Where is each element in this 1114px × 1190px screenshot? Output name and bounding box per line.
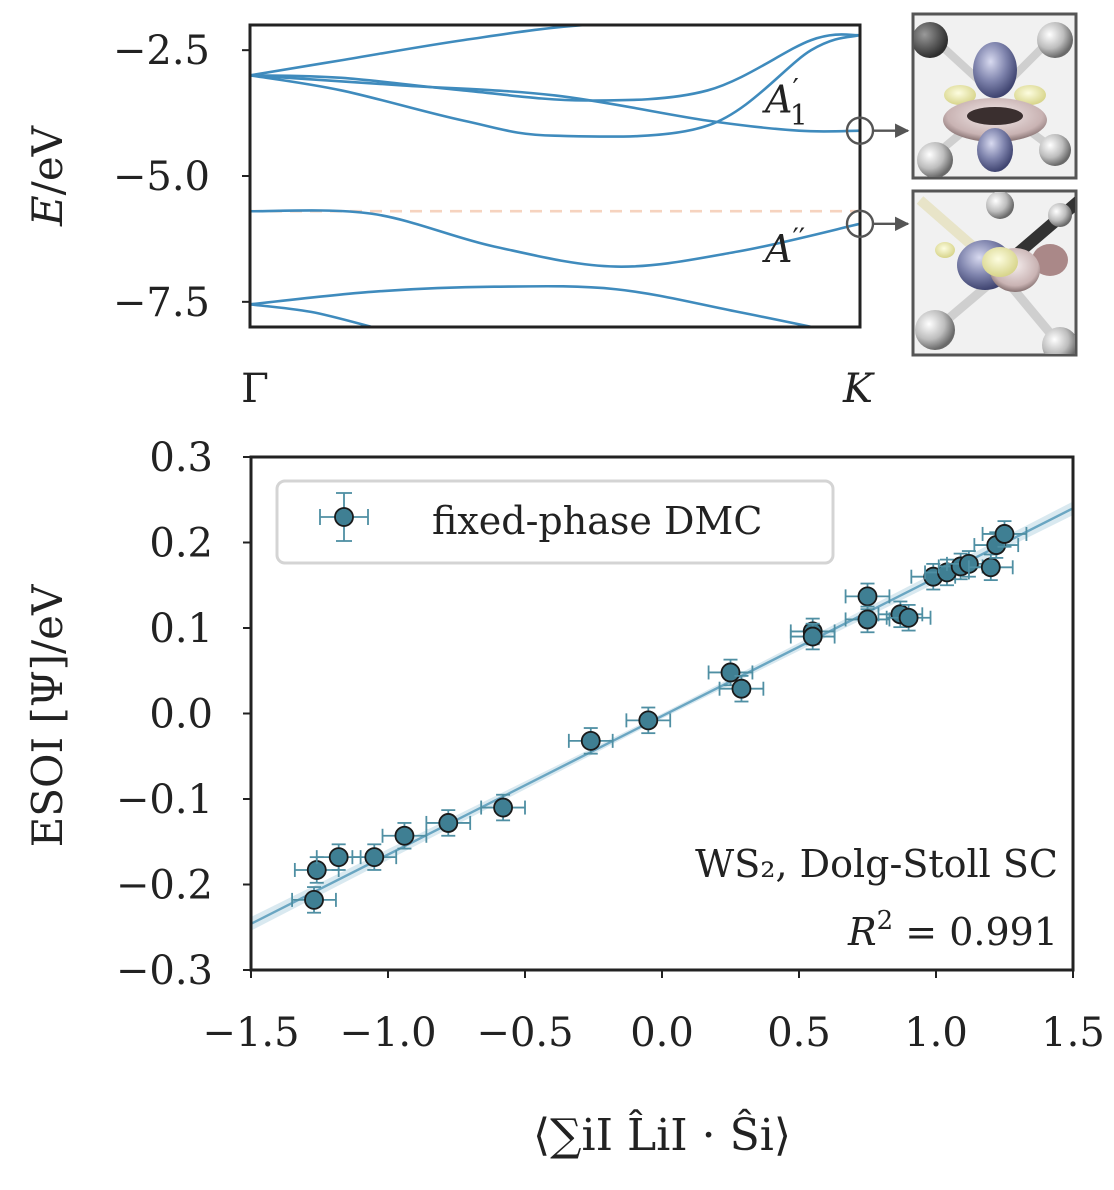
band-y-tick-label: −5.0 (113, 154, 210, 200)
scatter-y-tick-label: −0.1 (116, 777, 213, 823)
scatter-x-tick-label: 0.0 (630, 1010, 694, 1056)
band-y-tick-label: −7.5 (113, 280, 210, 326)
scatter-x-tick-label: 1.0 (904, 1010, 968, 1056)
data-point-marker (980, 557, 1001, 578)
state-label-prime: ′ (792, 73, 798, 106)
scatter-x-axis-label: ⟨∑iI L̂iI · Ŝi⟩ (533, 1108, 791, 1161)
legend: fixed-phase DMC (275, 479, 835, 565)
band-y-axis-label: E/eV (23, 125, 72, 227)
state-label-letter: A (762, 78, 792, 122)
data-point (707, 658, 754, 687)
data-point (381, 822, 428, 850)
soi-scatter-panel: 0.3 0.2 0.1 0.0 −0.1 −0.2 −0.3 −1.5 −1.0 −0.5 0.0… (23, 435, 1105, 1161)
data-point-marker (328, 847, 349, 868)
data-point-marker (493, 797, 513, 818)
scatter-x-tick-label: −1.5 (202, 1010, 299, 1056)
scatter-x-tick-label: −0.5 (476, 1010, 573, 1056)
legend-box (275, 479, 835, 565)
band-x-tick-label: Γ (241, 366, 269, 412)
data-point (844, 582, 891, 611)
data-point (718, 674, 765, 703)
data-point (425, 809, 472, 837)
band-line-2 (250, 33, 860, 102)
scatter-y-tick-label: 0.1 (149, 606, 213, 652)
state-label-letter: A (762, 227, 792, 271)
data-point (885, 604, 932, 632)
legend-point-marker (334, 507, 354, 527)
scatter-y-tick-label: 0.2 (149, 521, 213, 567)
data-point-marker (438, 813, 459, 833)
data-point (291, 886, 337, 914)
state-markers (845, 116, 910, 239)
state-label-1: A′ 1 (762, 73, 808, 132)
band-y-label-symbol: E (23, 195, 72, 227)
band-line-4 (250, 74, 860, 133)
scatter-y-tick-label: −0.3 (116, 948, 213, 994)
data-point-marker (304, 889, 324, 910)
data-point-marker (802, 626, 823, 647)
data-point-marker (857, 586, 878, 607)
scatter-x-ticks: −1.5 −1.0 −0.5 0.0 0.5 1.0 1.5 (202, 970, 1105, 1056)
data-point (844, 605, 891, 634)
legend-marker (319, 492, 369, 542)
scatter-y-tick-label: 0.3 (149, 435, 213, 481)
band-lines (250, 25, 860, 327)
data-point (981, 520, 1028, 548)
scatter-y-tick-label: 0.0 (149, 692, 213, 738)
scatter-x-tick-label: 0.5 (767, 1010, 831, 1056)
data-point-marker (731, 678, 752, 699)
state-label-prime: ′′ (792, 222, 805, 255)
data-point (789, 622, 836, 651)
data-point-marker (394, 825, 415, 846)
r-squared-value: = 0.991 (893, 910, 1058, 954)
band-line-7 (250, 303, 373, 327)
data-point-marker (580, 730, 601, 751)
band-y-ticks: −2.5 −5.0 −7.5 (113, 28, 250, 326)
data-point (351, 843, 398, 871)
band-x-tick-label: K (842, 366, 875, 412)
data-point (567, 727, 614, 755)
orbital-inset-a1 (911, 12, 1078, 180)
state-annotations: A′ 1A′′ (762, 73, 808, 271)
state-label-subscript: 1 (790, 99, 808, 132)
scatter-x-tick-label: 1.5 (1041, 1010, 1105, 1056)
band-line-3 (250, 33, 860, 138)
data-point-marker (720, 662, 741, 683)
band-line-6 (250, 284, 819, 327)
r-squared-exponent: 2 (877, 906, 894, 936)
material-annotation: WS₂, Dolg-Stoll SC (695, 842, 1058, 886)
legend-label: fixed-phase DMC (432, 499, 762, 543)
state-label-2: A′′ (762, 222, 805, 271)
data-points (291, 520, 1028, 914)
scatter-y-tick-label: −0.2 (116, 863, 213, 909)
band-axes-frame (248, 23, 862, 329)
data-point-marker (638, 710, 659, 731)
scatter-x-tick-label: −1.0 (339, 1010, 436, 1056)
scatter-y-axis-label: ESOI [Ψ]/eV (23, 584, 72, 847)
data-point-marker (994, 524, 1015, 544)
data-point (625, 706, 672, 735)
r-squared-annotation: R2 = 0.991 (847, 906, 1058, 954)
band-y-tick-label: −2.5 (113, 28, 210, 74)
orbital-inset-a2 (911, 189, 1078, 357)
data-point-marker (364, 847, 385, 868)
r-squared-symbol: R (847, 910, 877, 954)
band-line-5 (250, 209, 860, 268)
data-point-marker (898, 607, 919, 628)
data-point (480, 793, 526, 822)
band-line-1 (250, 25, 860, 77)
band-y-label-unit: /eV (23, 125, 72, 195)
scatter-y-ticks: 0.3 0.2 0.1 0.0 −0.1 −0.2 −0.3 (116, 435, 251, 994)
data-point-marker (857, 609, 878, 630)
